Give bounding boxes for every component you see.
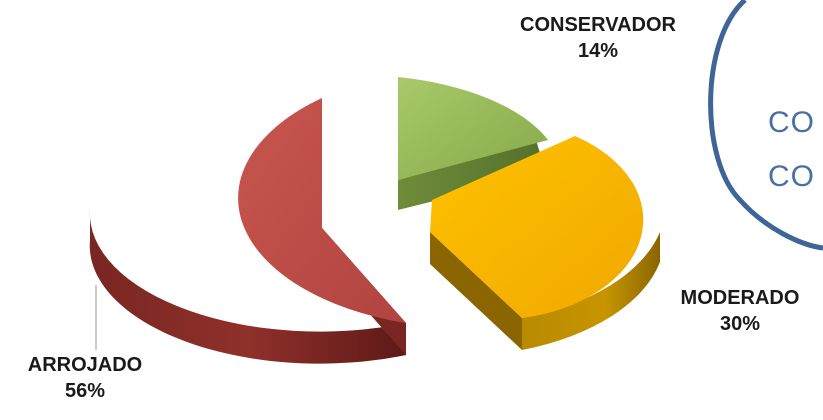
slice-moderado-outer <box>522 232 660 350</box>
slice-moderado-side <box>430 232 522 350</box>
slice-moderado-top <box>430 136 644 318</box>
side-text-line-2: CO <box>768 160 815 193</box>
side-text-line-1: CO <box>768 106 815 139</box>
slice-arrojado <box>89 98 407 364</box>
label-arrojado: ARROJADO 56% <box>0 352 170 404</box>
label-moderado-value: 30% <box>719 313 761 335</box>
label-conservador-value: 14% <box>577 40 619 62</box>
slice-arrojado-side <box>89 210 407 364</box>
label-conservador-name: CONSERVADOR <box>520 14 676 36</box>
label-moderado-name: MODERADO <box>680 287 800 309</box>
label-moderado: MODERADO 30% <box>660 285 820 337</box>
label-arrojado-name: ARROJADO <box>27 354 143 376</box>
label-conservador: CONSERVADOR 14% <box>498 12 698 64</box>
slice-arrojado-top <box>238 98 406 323</box>
slice-moderado <box>430 136 660 350</box>
slice-conservador-side <box>398 140 546 210</box>
slice-conservador <box>398 77 548 210</box>
label-arrojado-value: 56% <box>64 380 106 402</box>
slice-conservador-top <box>398 77 548 180</box>
decorative-ring <box>708 0 823 251</box>
